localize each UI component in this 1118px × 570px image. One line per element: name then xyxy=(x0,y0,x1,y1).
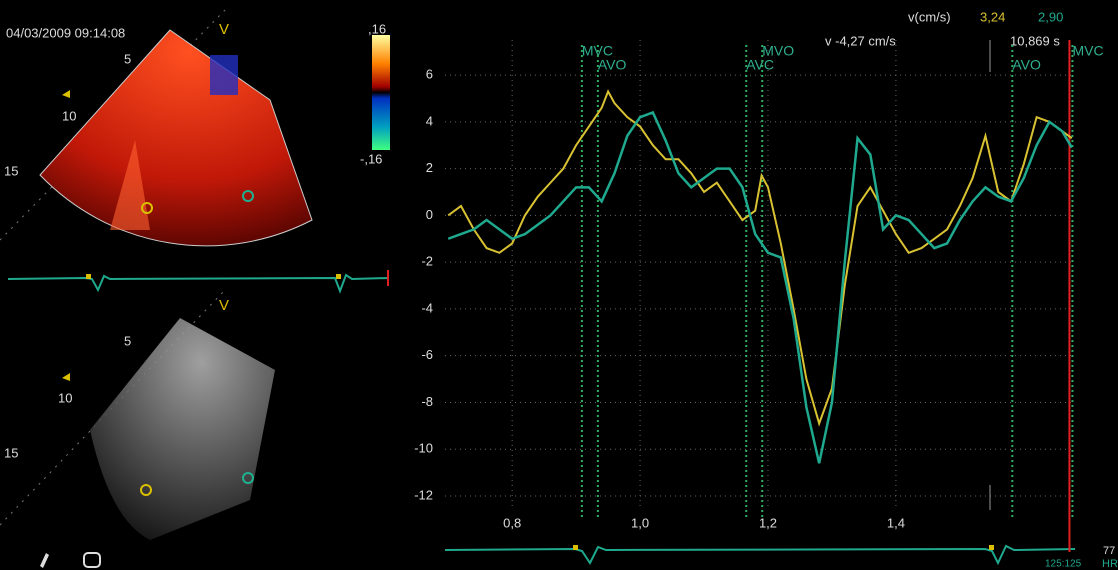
shape-icon[interactable] xyxy=(84,553,100,567)
depth-label: 5 xyxy=(124,333,131,348)
depth-label: 15 xyxy=(4,445,18,460)
y-tick-label: -4 xyxy=(421,300,433,315)
scale-max: ,16 xyxy=(368,21,386,36)
scale-min: -,16 xyxy=(360,151,382,166)
toolbar xyxy=(40,553,100,568)
readout-unit: v(cm/s) xyxy=(908,9,951,24)
heart-rate: 77 xyxy=(1103,545,1115,557)
view-label: V xyxy=(219,21,229,38)
event-label: AVC xyxy=(746,57,774,73)
event-label: AVO xyxy=(1012,57,1041,73)
ecg-marker xyxy=(573,545,578,550)
view-label: V xyxy=(219,297,229,314)
bmode-sector xyxy=(90,318,275,540)
readout-velocity: v -4,27 cm/s xyxy=(825,33,896,48)
readout-a: 3,24 xyxy=(980,9,1005,24)
x-tick-label: 1,2 xyxy=(759,515,777,530)
ecg-marker xyxy=(989,545,994,550)
doppler-sector xyxy=(40,30,312,246)
y-tick-label: 2 xyxy=(426,160,433,175)
event-label: MVO xyxy=(762,43,794,59)
readout-time: 10,869 s xyxy=(1010,33,1060,48)
y-tick-label: -10 xyxy=(414,441,433,456)
x-tick-label: 1,0 xyxy=(631,515,649,530)
series-line xyxy=(448,91,1072,423)
y-tick-label: -8 xyxy=(421,394,433,409)
ratio: 125:125 xyxy=(1045,559,1082,570)
doppler-flow xyxy=(210,55,238,95)
focus-marker xyxy=(62,90,70,98)
timestamp: 04/03/2009 09:14:08 xyxy=(6,25,125,40)
color-scale xyxy=(372,35,390,150)
y-tick-label: 4 xyxy=(426,113,433,128)
series-line xyxy=(448,112,1072,463)
event-label: MVC xyxy=(1072,43,1103,59)
ecg-trace xyxy=(445,546,1075,563)
y-tick-label: -2 xyxy=(421,254,433,269)
x-tick-label: 1,4 xyxy=(887,515,905,530)
y-tick-label: -12 xyxy=(414,487,433,502)
y-tick-label: -6 xyxy=(421,347,433,362)
ecg-marker xyxy=(86,274,91,279)
x-tick-label: 0,8 xyxy=(503,515,521,530)
bottom-echo-view xyxy=(0,290,275,540)
focus-marker xyxy=(62,373,70,381)
depth-label: 10 xyxy=(58,390,72,405)
depth-label: 5 xyxy=(124,51,131,66)
ecg-marker xyxy=(336,274,341,279)
y-tick-label: 6 xyxy=(426,67,433,82)
y-tick-label: 0 xyxy=(426,207,433,222)
pencil-icon[interactable] xyxy=(40,553,49,568)
top-echo-view xyxy=(0,10,390,246)
hr-label: HR xyxy=(1102,558,1118,570)
readout-b: 2,90 xyxy=(1038,9,1063,24)
screen: 04/03/2009 09:14:08 V 5 10 15 ,16 -,16 V… xyxy=(0,0,1118,570)
depth-label: 10 xyxy=(62,108,76,123)
ecg-trace xyxy=(8,275,388,291)
event-label: AVO xyxy=(598,57,627,73)
depth-label: 15 xyxy=(4,163,18,178)
